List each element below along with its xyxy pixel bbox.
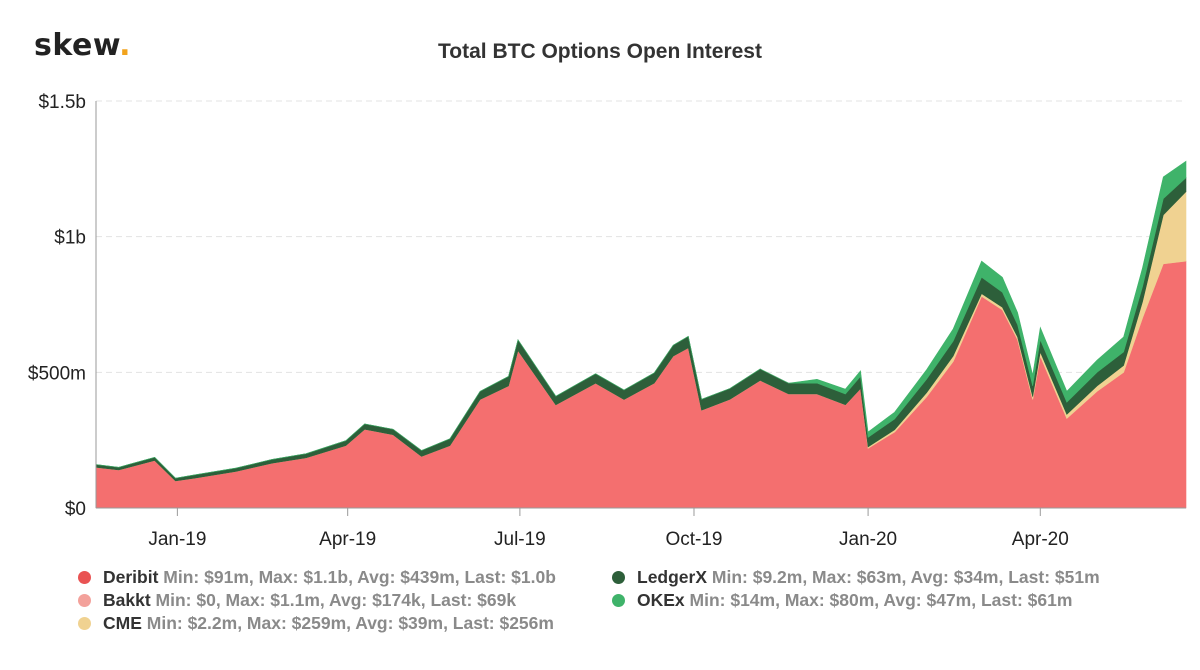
x-tick-label: Jan-19 [148,529,206,550]
legend-swatch [78,571,91,584]
legend-item-cme[interactable]: CME Min: $2.2m, Max: $259m, Avg: $39m, L… [78,612,618,635]
chart-title: Total BTC Options Open Interest [438,40,762,63]
legend-swatch [78,594,91,607]
legend-series-name: Bakkt [103,590,151,610]
chart-svg: $0 $500m $1b $1.5b Jan-19 Apr-19 Jul-19 Oct-19… [28,92,1187,550]
grid-lines [96,100,1186,373]
legend-series-stats: Min: $14m, Max: $80m, Avg: $47m, Last: $… [684,590,1073,610]
y-tick-label: $500m [28,363,86,384]
logo-text: skew [34,28,120,63]
axes [95,101,1186,516]
legend-item-okex[interactable]: OKEx Min: $14m, Max: $80m, Avg: $47m, La… [612,589,1100,612]
legend-series-stats: Min: $2.2m, Max: $259m, Avg: $39m, Last:… [141,613,554,633]
legend-left-column: Deribit Min: $91m, Max: $1.1b, Avg: $439… [78,566,618,635]
y-tick-label: $0 [65,499,86,520]
x-tick-label: Apr-20 [1012,529,1069,550]
legend-series-stats: Min: $0, Max: $1.1m, Avg: $174k, Last: $… [150,590,517,610]
legend-series-name: LedgerX [637,567,708,587]
x-tick-label: Oct-19 [665,529,722,550]
legend-series-name: CME [103,613,142,633]
legend-item-ledgerx[interactable]: LedgerX Min: $9.2m, Max: $63m, Avg: $34m… [612,566,1100,589]
y-tick-label: $1b [54,228,86,249]
legend-series-stats: Min: $9.2m, Max: $63m, Avg: $34m, Last: … [707,567,1100,587]
x-tick-labels: Jan-19 Apr-19 Jul-19 Oct-19 Jan-20 Apr-20 [148,529,1068,550]
x-tick-label: Jan-20 [839,529,897,550]
x-tick-label: Jul-19 [494,529,546,550]
legend-right-column: LedgerX Min: $9.2m, Max: $63m, Avg: $34m… [612,566,1100,612]
legend-swatch [78,617,91,630]
legend-series-name: Deribit [103,567,159,587]
skew-logo: skew. [34,28,131,63]
legend-series-name: OKEx [637,590,685,610]
y-tick-label: $1.5b [38,92,86,113]
legend-swatch [612,571,625,584]
legend-item-bakkt[interactable]: Bakkt Min: $0, Max: $1.1m, Avg: $174k, L… [78,589,618,612]
y-tick-labels: $0 $500m $1b $1.5b [28,92,86,520]
legend-series-stats: Min: $91m, Max: $1.1b, Avg: $439m, Last:… [158,567,556,587]
legend-swatch [612,594,625,607]
logo-dot: . [119,28,132,63]
x-tick-label: Apr-19 [319,529,376,550]
series-area-okex [95,160,1187,479]
legend-item-deribit[interactable]: Deribit Min: $91m, Max: $1.1b, Avg: $439… [78,566,618,589]
series-areas [95,160,1187,509]
